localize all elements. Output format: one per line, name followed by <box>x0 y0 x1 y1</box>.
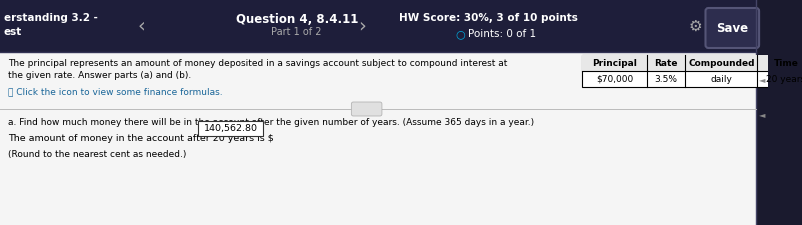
Text: The amount of money in the account after 20 years is $: The amount of money in the account after… <box>8 134 273 143</box>
Text: (Round to the nearest cent as needed.): (Round to the nearest cent as needed.) <box>8 150 186 159</box>
Text: ◄: ◄ <box>759 76 765 85</box>
Text: ○: ○ <box>456 29 465 39</box>
Text: HW Score: 30%, 3 of 10 points: HW Score: 30%, 3 of 10 points <box>399 13 577 23</box>
Text: erstanding 3.2 -: erstanding 3.2 - <box>4 13 98 23</box>
Text: daily: daily <box>711 74 732 83</box>
Text: Compounded: Compounded <box>688 58 755 68</box>
FancyBboxPatch shape <box>0 0 756 52</box>
Text: ›: › <box>358 16 366 36</box>
Text: ‹: ‹ <box>138 16 145 36</box>
Text: 140,562.80: 140,562.80 <box>204 124 257 133</box>
Text: the given rate. Answer parts (a) and (b).: the given rate. Answer parts (a) and (b)… <box>8 71 191 80</box>
Text: 3.5%: 3.5% <box>654 74 678 83</box>
Text: 20 years: 20 years <box>767 74 802 83</box>
Text: ◄: ◄ <box>759 110 765 119</box>
FancyBboxPatch shape <box>706 8 759 48</box>
Text: Rate: Rate <box>654 58 678 68</box>
Text: Principal: Principal <box>592 58 637 68</box>
FancyBboxPatch shape <box>198 121 263 136</box>
FancyBboxPatch shape <box>582 55 802 71</box>
Text: a. Find how much money there will be in the account after the given number of ye: a. Find how much money there will be in … <box>8 118 534 127</box>
Text: Time: Time <box>773 58 798 68</box>
FancyBboxPatch shape <box>582 55 802 87</box>
Text: ⓘ Click the icon to view some finance formulas.: ⓘ Click the icon to view some finance fo… <box>8 87 222 96</box>
FancyBboxPatch shape <box>351 102 382 116</box>
Text: Save: Save <box>716 22 748 34</box>
Text: $70,000: $70,000 <box>596 74 633 83</box>
FancyBboxPatch shape <box>0 52 756 225</box>
Text: est: est <box>4 27 22 37</box>
Text: Part 1 of 2: Part 1 of 2 <box>272 27 322 37</box>
Text: Question 4, 8.4.11: Question 4, 8.4.11 <box>236 13 358 26</box>
Text: Points: 0 of 1: Points: 0 of 1 <box>468 29 537 39</box>
Text: ⚙: ⚙ <box>688 18 702 34</box>
Text: The principal represents an amount of money deposited in a savings account subje: The principal represents an amount of mo… <box>8 59 507 68</box>
FancyBboxPatch shape <box>756 0 768 225</box>
